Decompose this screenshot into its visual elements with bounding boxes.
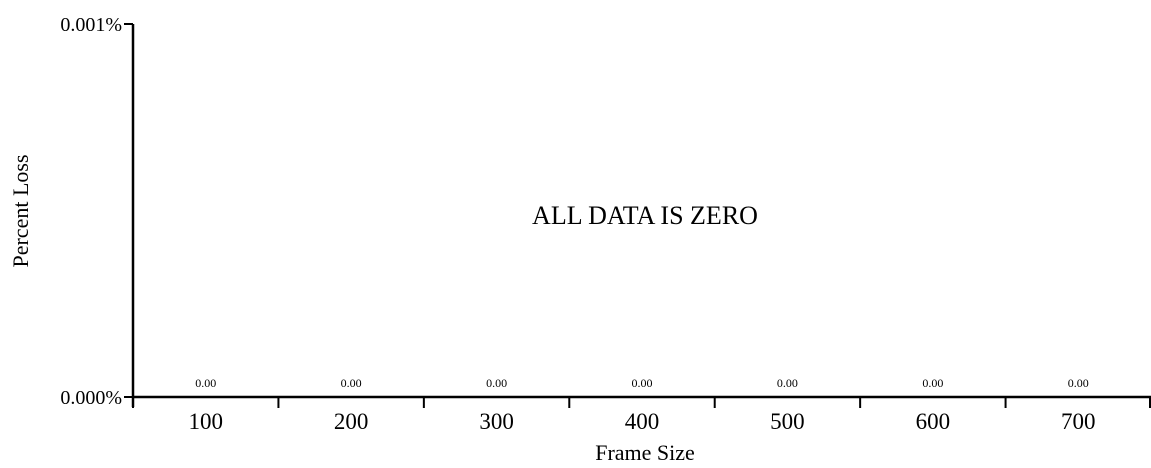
y-axis-title: Percent Loss (8, 154, 33, 267)
x-tick-label: 400 (625, 409, 660, 434)
bar-value-label: 0.00 (341, 376, 362, 390)
y-axis: 0.000% 0.001% (60, 14, 135, 409)
x-axis-title: Frame Size (595, 440, 695, 465)
y-tick-label: 0.000% (60, 387, 122, 409)
x-tick-label: 600 (916, 409, 951, 434)
bar-value-label: 0.00 (195, 376, 216, 390)
x-tick-label: 700 (1061, 409, 1096, 434)
x-tick-label: 100 (188, 409, 223, 434)
bar-value-label: 0.00 (1068, 376, 1089, 390)
bar-value-label: 0.00 (777, 376, 798, 390)
x-tick-label: 500 (770, 409, 805, 434)
bar-value-label: 0.00 (632, 376, 653, 390)
x-tick-label: 300 (479, 409, 514, 434)
y-tick-label: 0.001% (60, 14, 122, 36)
bar-value-label: 0.00 (922, 376, 943, 390)
data-labels: 0.00 0.00 0.00 0.00 0.00 0.00 0.00 (195, 376, 1089, 390)
x-tick-label: 200 (334, 409, 369, 434)
x-axis: 100 200 300 400 500 600 700 (132, 395, 1151, 434)
all-data-zero-annotation: ALL DATA IS ZERO (532, 201, 758, 230)
bar-value-label: 0.00 (486, 376, 507, 390)
